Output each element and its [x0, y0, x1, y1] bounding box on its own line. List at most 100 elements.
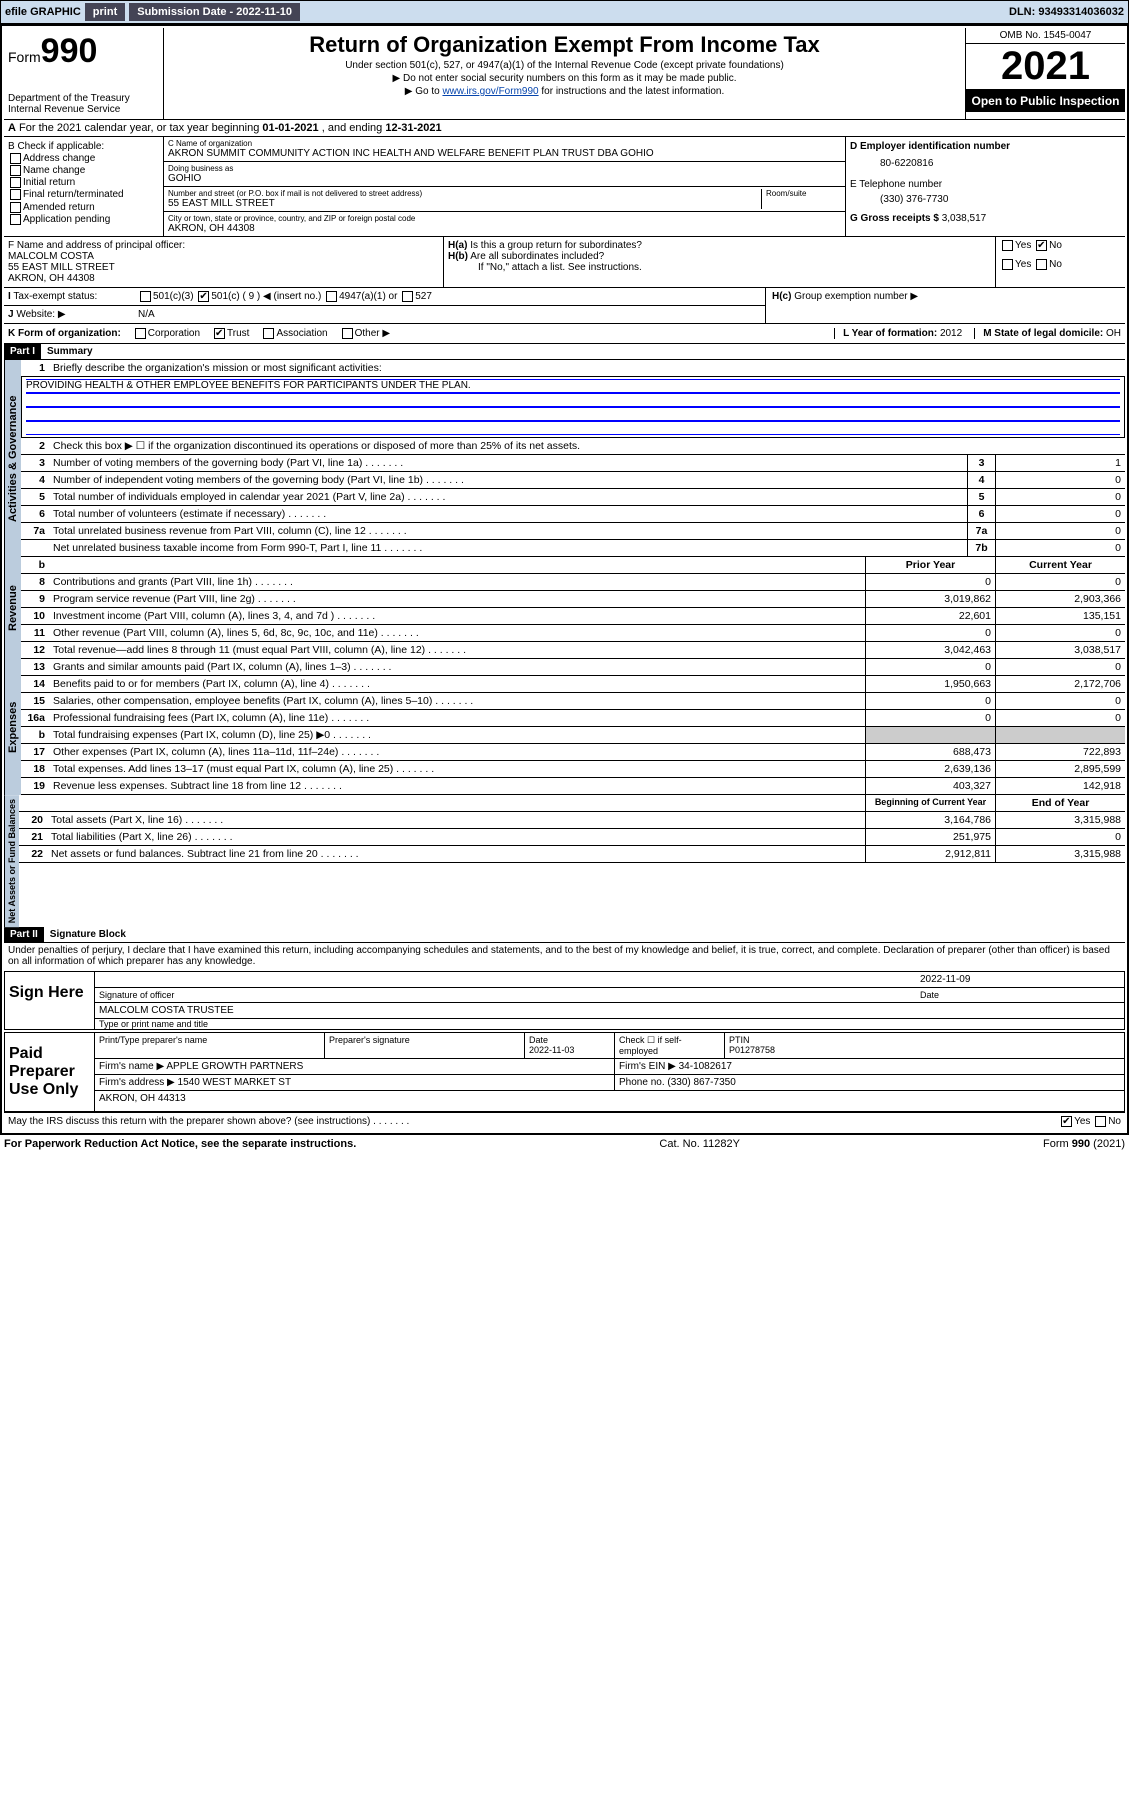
tab-expenses: Expenses	[4, 659, 21, 795]
tab-governance: Activities & Governance	[4, 360, 21, 557]
col-current: Current Year	[995, 557, 1125, 573]
sig-officer-label: Signature of officer	[99, 990, 920, 1000]
submission-date: Submission Date - 2022-11-10	[129, 3, 300, 21]
k-trust[interactable]: Trust	[212, 328, 249, 339]
officer-addr2: AKRON, OH 44308	[8, 273, 439, 284]
sig-date-label: Date	[920, 990, 1120, 1000]
discuss-yesno[interactable]: Yes No	[1059, 1116, 1121, 1127]
form-foot: Form 990 (2021)	[1043, 1138, 1125, 1150]
chk-final[interactable]: Final return/terminated	[8, 189, 159, 200]
ein-label: D Employer identification number	[850, 141, 1121, 152]
firm-phone: (330) 867-7350	[667, 1077, 735, 1088]
chk-amended[interactable]: Amended return	[8, 202, 159, 213]
form-number: Form990	[8, 32, 159, 71]
table-row: 5Total number of individuals employed in…	[21, 489, 1125, 506]
prep-col-name: Print/Type preparer's name	[95, 1033, 325, 1058]
col-begin: Beginning of Current Year	[865, 795, 995, 811]
addr-label: Number and street (or P.O. box if mail i…	[168, 189, 761, 198]
table-row: 4Number of independent voting members of…	[21, 472, 1125, 489]
h-c: H(c) Group exemption number ▶	[772, 291, 1119, 302]
chk-initial[interactable]: Initial return	[8, 177, 159, 188]
table-row: 9Program service revenue (Part VIII, lin…	[21, 591, 1125, 608]
form-frame: Form990 Department of the Treasury Inter…	[0, 24, 1129, 1135]
firm-name-label: Firm's name ▶	[99, 1061, 166, 1072]
phone-label: E Telephone number	[850, 179, 1121, 190]
table-row: 6Total number of volunteers (estimate if…	[21, 506, 1125, 523]
chk-address[interactable]: Address change	[8, 153, 159, 164]
city-label: City or town, state or province, country…	[168, 214, 841, 223]
table-row: bTotal fundraising expenses (Part IX, co…	[21, 727, 1125, 744]
table-row: 17Other expenses (Part IX, column (A), l…	[21, 744, 1125, 761]
hb-yesno[interactable]: Yes No	[1000, 259, 1121, 270]
k-corp[interactable]: Corporation	[133, 328, 200, 339]
tab-revenue: Revenue	[4, 557, 21, 659]
table-row: 22Net assets or fund balances. Subtract …	[19, 846, 1125, 863]
sign-here-label: Sign Here	[5, 972, 95, 1029]
prep-col-sig: Preparer's signature	[325, 1033, 525, 1058]
tab-netassets: Net Assets or Fund Balances	[4, 795, 19, 927]
gross-receipts: G Gross receipts $ 3,038,517	[850, 213, 1121, 224]
k-assoc[interactable]: Association	[261, 328, 327, 339]
table-row: 15Salaries, other compensation, employee…	[21, 693, 1125, 710]
h-note: If "No," attach a list. See instructions…	[478, 262, 991, 273]
sign-date: 2022-11-09	[920, 974, 1120, 985]
table-row: 16aProfessional fundraising fees (Part I…	[21, 710, 1125, 727]
line-2: Check this box ▶ ☐ if the organization d…	[49, 438, 1125, 454]
irs-label: Internal Revenue Service	[8, 104, 159, 115]
table-row: 8Contributions and grants (Part VIII, li…	[21, 574, 1125, 591]
chk-pending[interactable]: Application pending	[8, 214, 159, 225]
prep-col-date: Date	[529, 1035, 548, 1045]
part1-header: Part I	[4, 344, 41, 359]
col-end: End of Year	[995, 795, 1125, 811]
dept-label: Department of the Treasury	[8, 93, 159, 104]
table-row: 11Other revenue (Part VIII, column (A), …	[21, 625, 1125, 642]
efile-label: efile GRAPHIC	[5, 6, 81, 18]
print-button[interactable]: print	[85, 3, 125, 21]
row-i-label: I Tax-exempt status:	[4, 288, 134, 305]
part2-title: Signature Block	[50, 929, 126, 940]
subtitle-1: Under section 501(c), 527, or 4947(a)(1)…	[168, 60, 961, 71]
tax-year: 2021	[966, 44, 1125, 90]
ha-yesno[interactable]: Yes No	[1000, 240, 1121, 251]
h-b: H(b) Are all subordinates included?	[448, 251, 991, 262]
pra-notice: For Paperwork Reduction Act Notice, see …	[4, 1138, 356, 1150]
table-row: 19Revenue less expenses. Subtract line 1…	[21, 778, 1125, 795]
chk-name[interactable]: Name change	[8, 165, 159, 176]
box-b-header: B Check if applicable:	[8, 141, 159, 152]
subtitle-3: Go to www.irs.gov/Form990 for instructio…	[168, 86, 961, 97]
prep-self-emp[interactable]: Check ☐ if self-employed	[615, 1033, 725, 1058]
phone-value: (330) 376-7730	[880, 194, 1121, 205]
city-state-zip: AKRON, OH 44308	[168, 223, 841, 234]
table-row: 3Number of voting members of the governi…	[21, 455, 1125, 472]
firm-phone-label: Phone no.	[619, 1077, 667, 1088]
discuss-row: May the IRS discuss this return with the…	[4, 1112, 1125, 1130]
irs-link[interactable]: www.irs.gov/Form990	[442, 86, 538, 97]
dln: DLN: 93493314036032	[1009, 6, 1124, 18]
table-row: Net unrelated business taxable income fr…	[21, 540, 1125, 557]
table-row: 18Total expenses. Add lines 13–17 (must …	[21, 761, 1125, 778]
officer-addr1: 55 EAST MILL STREET	[8, 262, 439, 273]
firm-addr-label: Firm's address ▶	[99, 1077, 178, 1088]
penalty-text: Under penalties of perjury, I declare th…	[4, 943, 1125, 969]
table-row: 13Grants and similar amounts paid (Part …	[21, 659, 1125, 676]
part2-header: Part II	[4, 927, 44, 942]
k-other[interactable]: Other ▶	[340, 328, 390, 339]
form-title: Return of Organization Exempt From Incom…	[168, 32, 961, 58]
h-a: H(a) Is this a group return for subordin…	[448, 240, 991, 251]
org-name-label: C Name of organization	[168, 139, 841, 148]
ptin-value: P01278758	[729, 1045, 775, 1055]
subtitle-2: Do not enter social security numbers on …	[168, 73, 961, 84]
officer-sign-name: MALCOLM COSTA TRUSTEE	[95, 1003, 1124, 1019]
name-title-label: Type or print name and title	[95, 1019, 1124, 1029]
top-bar: efile GRAPHIC print Submission Date - 20…	[0, 0, 1129, 24]
officer-name: MALCOLM COSTA	[8, 251, 439, 262]
row-j-label: J Website: ▶	[4, 306, 134, 323]
street-address: 55 EAST MILL STREET	[168, 198, 761, 209]
firm-addr: 1540 WEST MARKET ST	[178, 1077, 292, 1088]
box-b: B Check if applicable: Address change Na…	[4, 137, 164, 236]
dba-label: Doing business as	[168, 164, 841, 173]
ptin-label: PTIN	[729, 1035, 750, 1045]
mission-text: PROVIDING HEALTH & OTHER EMPLOYEE BENEFI…	[21, 377, 1125, 438]
mission-label: Briefly describe the organization's miss…	[49, 360, 1125, 376]
open-public-badge: Open to Public Inspection	[966, 90, 1125, 112]
